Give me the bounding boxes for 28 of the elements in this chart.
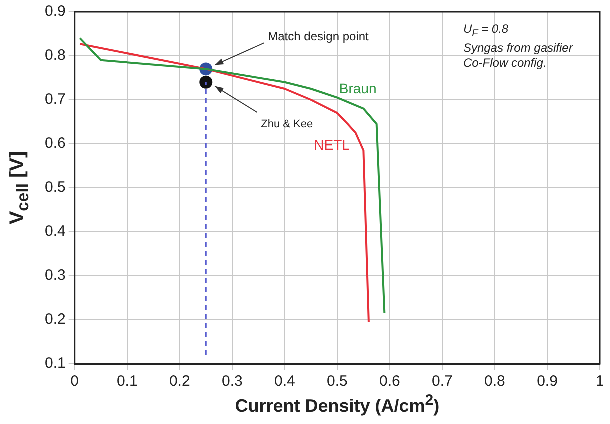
x-tick-label: 0.8 — [484, 373, 506, 390]
text: Match design point — [268, 30, 370, 44]
y-tick-label: 0.5 — [44, 179, 66, 196]
y-tick-label: 0.9 — [44, 3, 66, 20]
y-tick-label: 0.6 — [44, 135, 66, 152]
x-tick-label: 0.7 — [432, 373, 453, 390]
x-tick-label: 0.4 — [274, 373, 296, 390]
x-tick-label: 0.6 — [380, 373, 400, 390]
x-tick-label: 1 — [596, 373, 604, 390]
x-axis-title: Current Density (A/cm$^{2}$) — [235, 392, 440, 417]
x-tick-label: 0.9 — [537, 373, 558, 390]
annotation: Co-Flow config. — [463, 56, 548, 72]
x-tick-label: 0.3 — [222, 373, 243, 390]
y-tick-label: 0.1 — [44, 355, 66, 372]
x-tick-label: 0 — [70, 373, 80, 390]
x-tick-label: 0.2 — [169, 373, 190, 390]
y-tick-label: 0.4 — [44, 223, 66, 240]
y-tick-label: 0.7 — [44, 91, 66, 108]
annotation: Syngas from gasifier — [463, 41, 573, 56]
x-tick-label: 0.5 — [326, 373, 348, 390]
y-tick-label: 0.2 — [44, 311, 66, 328]
text: Zhu & Kee — [261, 118, 314, 130]
annotation: U$_{F}$ = 0.8 — [463, 22, 510, 42]
series-label: Braun — [339, 80, 377, 97]
y-tick-label: 0.8 — [44, 47, 66, 64]
y-tick-label: 0.3 — [44, 267, 66, 284]
series-label: NETL — [314, 137, 350, 154]
x-tick-label: 0.1 — [116, 373, 138, 390]
